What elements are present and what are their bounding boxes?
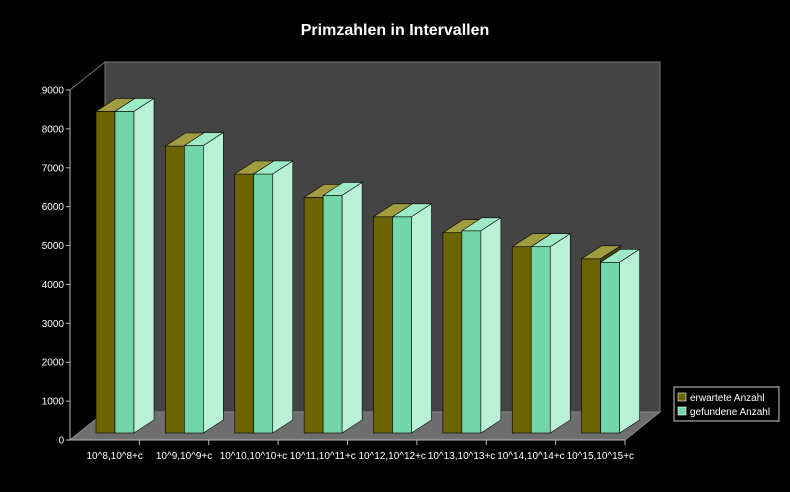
legend-box bbox=[673, 386, 780, 422]
x-tick-label: 10^9,10^9+c bbox=[156, 451, 212, 462]
bar bbox=[113, 97, 156, 434]
bar-front bbox=[461, 230, 482, 434]
x-tick-label: 10^8,10^8+c bbox=[87, 451, 143, 462]
bar-front bbox=[95, 111, 116, 434]
axes: 0 1000 2000 3000 4000 5000 6000 7000 8000 9000 10^… bbox=[42, 86, 634, 463]
bar bbox=[183, 132, 225, 434]
y-tick-label: 1000 bbox=[42, 397, 65, 408]
bar bbox=[322, 181, 364, 434]
y-tick-label: 3000 bbox=[42, 319, 65, 330]
bar-front bbox=[234, 173, 255, 434]
y-tick-label: 9000 bbox=[42, 86, 65, 97]
x-tick-label: 10^10,10^10+c bbox=[220, 451, 288, 462]
bar-front bbox=[511, 246, 532, 434]
y-tick-label: 8000 bbox=[42, 124, 65, 135]
bar-front bbox=[373, 216, 393, 434]
bar-side bbox=[619, 248, 640, 434]
x-tick-label: 10^13,10^13+c bbox=[428, 451, 496, 462]
x-tick-label: 10^15,10^15+c bbox=[567, 451, 635, 462]
bar-front bbox=[581, 258, 601, 434]
x-tick-label: 10^11,10^11+c bbox=[290, 451, 356, 462]
bar-side bbox=[341, 181, 363, 434]
bar bbox=[252, 160, 294, 434]
bar-front bbox=[253, 173, 274, 434]
bar-front bbox=[442, 232, 463, 434]
bar-front bbox=[392, 216, 412, 434]
y-tick-label: 5000 bbox=[42, 241, 65, 252]
y-tick-label: 7000 bbox=[42, 163, 65, 174]
legend-swatch bbox=[677, 406, 687, 416]
plot-background bbox=[68, 60, 662, 442]
y-tick-label: 0 bbox=[58, 436, 64, 447]
x-tick-label: 10^14,10^14+c bbox=[497, 451, 565, 462]
bar-side bbox=[549, 233, 571, 434]
bar bbox=[460, 217, 502, 434]
chart-title: Primzahlen in Intervallen bbox=[301, 22, 490, 39]
y-tick-label: 6000 bbox=[42, 202, 65, 213]
legend-label: erwartete Anzahl bbox=[690, 393, 765, 404]
bar-front bbox=[114, 111, 135, 434]
bar bbox=[530, 233, 572, 434]
bar-front bbox=[303, 197, 324, 434]
legend: erwartete Anzahl gefundene Anzahl bbox=[673, 386, 780, 422]
bar-side bbox=[203, 132, 224, 434]
bar-front bbox=[184, 145, 204, 434]
bars bbox=[94, 97, 641, 434]
bar bbox=[599, 248, 641, 434]
legend-label: gefundene Anzahl bbox=[690, 407, 770, 418]
bar-front bbox=[530, 246, 551, 434]
x-tick-label: 10^12,10^12+c bbox=[358, 451, 426, 462]
bar-side bbox=[480, 217, 502, 434]
legend-swatch bbox=[677, 392, 687, 402]
bar-side bbox=[411, 203, 432, 434]
bar-front bbox=[600, 261, 620, 434]
bar-side bbox=[272, 160, 294, 434]
bar bbox=[391, 203, 433, 434]
bar-front bbox=[322, 195, 343, 434]
y-tick-label: 4000 bbox=[42, 280, 65, 291]
y-tick-label: 2000 bbox=[42, 358, 65, 369]
bar-side bbox=[133, 97, 155, 434]
bar-front bbox=[165, 145, 185, 434]
floor bbox=[68, 411, 662, 441]
